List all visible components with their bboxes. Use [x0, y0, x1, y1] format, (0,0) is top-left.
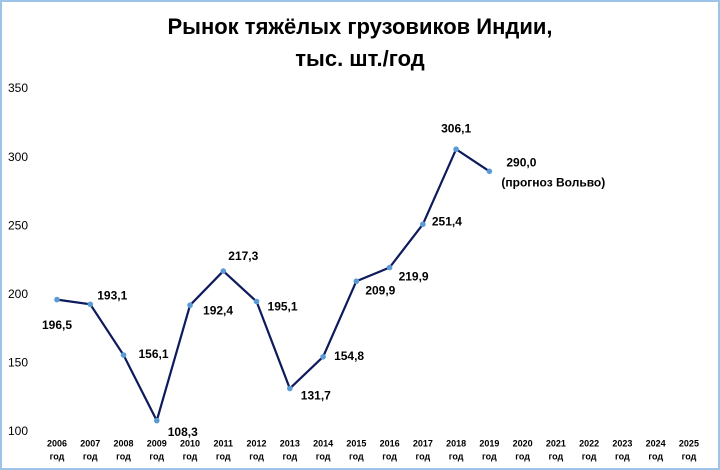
- x-tick-unit: год: [582, 451, 597, 461]
- marker: [220, 268, 227, 274]
- marker: [453, 146, 459, 153]
- x-tick-unit: год: [382, 451, 397, 461]
- x-tick-label: 2024: [646, 438, 666, 448]
- y-tick-label: 250: [8, 218, 28, 232]
- value-label: 306,1: [441, 121, 471, 135]
- y-tick-label: 150: [8, 356, 28, 370]
- x-tick-label: 2023: [612, 438, 632, 448]
- x-tick-label: 2013: [280, 438, 300, 448]
- x-tick-unit: год: [316, 451, 331, 461]
- value-label: 219,9: [399, 270, 429, 284]
- value-label: 193,1: [97, 288, 127, 302]
- x-tick-label: 2006: [47, 438, 67, 448]
- x-tick-unit: год: [116, 451, 131, 461]
- value-label: 217,3: [228, 249, 258, 263]
- x-tick-label: 2009: [147, 438, 167, 448]
- y-tick-label: 300: [8, 150, 28, 164]
- x-tick-label: 2018: [446, 438, 466, 448]
- x-tick-label: 2015: [346, 438, 366, 448]
- x-tick-unit: год: [482, 451, 497, 461]
- chart-title: Рынок тяжёлых грузовиков Индии,: [167, 14, 552, 39]
- marker: [187, 302, 193, 309]
- x-tick-unit: год: [449, 451, 464, 461]
- value-label: 108,3: [168, 425, 198, 439]
- marker: [120, 352, 127, 358]
- x-tick-unit: год: [216, 451, 231, 461]
- value-label: 251,4: [432, 214, 462, 228]
- x-tick-unit: год: [149, 451, 164, 461]
- value-label: 195,1: [268, 300, 298, 314]
- annotation: (прогноз Вольво): [501, 175, 605, 189]
- marker: [320, 354, 326, 360]
- marker: [87, 301, 94, 308]
- marker: [420, 221, 426, 228]
- value-label: 290,0: [506, 155, 536, 169]
- line: [56, 147, 490, 424]
- x-tick-label: 2016: [380, 438, 400, 448]
- marker: [153, 417, 160, 424]
- x-tick-unit: год: [249, 451, 264, 461]
- x-tick-label: 2011: [214, 438, 234, 448]
- value-label: 154,8: [334, 349, 364, 363]
- marker: [253, 298, 260, 305]
- x-tick-unit: год: [549, 451, 564, 461]
- value-label: 131,7: [301, 389, 331, 403]
- x-tick-unit: год: [50, 451, 65, 461]
- marker: [287, 385, 293, 392]
- y-tick-label: 100: [8, 424, 28, 438]
- x-tick-label: 2021: [546, 438, 566, 448]
- x-tick-unit: год: [282, 451, 297, 461]
- x-tick-unit: год: [83, 451, 98, 461]
- x-tick-label: 2010: [180, 438, 200, 448]
- x-tick-label: 2014: [313, 438, 333, 448]
- x-tick-label: 2025: [679, 438, 699, 448]
- value-label: 209,9: [365, 283, 395, 297]
- x-tick-unit: год: [648, 451, 663, 461]
- x-tick-unit: год: [349, 451, 364, 461]
- y-tick-label: 350: [8, 81, 28, 95]
- x-tick-unit: год: [415, 451, 430, 461]
- value-label: 192,4: [203, 303, 233, 317]
- x-tick-label: 2017: [413, 438, 433, 448]
- value-label: 196,5: [42, 318, 72, 332]
- x-tick-unit: год: [515, 451, 530, 461]
- y-tick-label: 200: [8, 287, 28, 301]
- x-tick-unit: год: [615, 451, 630, 461]
- x-tick-unit: год: [183, 451, 198, 461]
- x-tick-label: 2022: [579, 438, 599, 448]
- x-tick-label: 2020: [513, 438, 533, 448]
- marker: [386, 264, 393, 271]
- x-tick-label: 2019: [479, 438, 499, 448]
- x-tick-label: 2012: [247, 438, 267, 448]
- chart-title: тыс. шт./год: [295, 46, 424, 71]
- x-tick-label: 2008: [114, 438, 134, 448]
- value-label: 156,1: [139, 347, 169, 361]
- x-tick-label: 2007: [80, 438, 100, 448]
- marker: [353, 278, 360, 285]
- marker: [486, 168, 493, 175]
- x-tick-unit: год: [682, 451, 697, 461]
- marker: [54, 296, 60, 303]
